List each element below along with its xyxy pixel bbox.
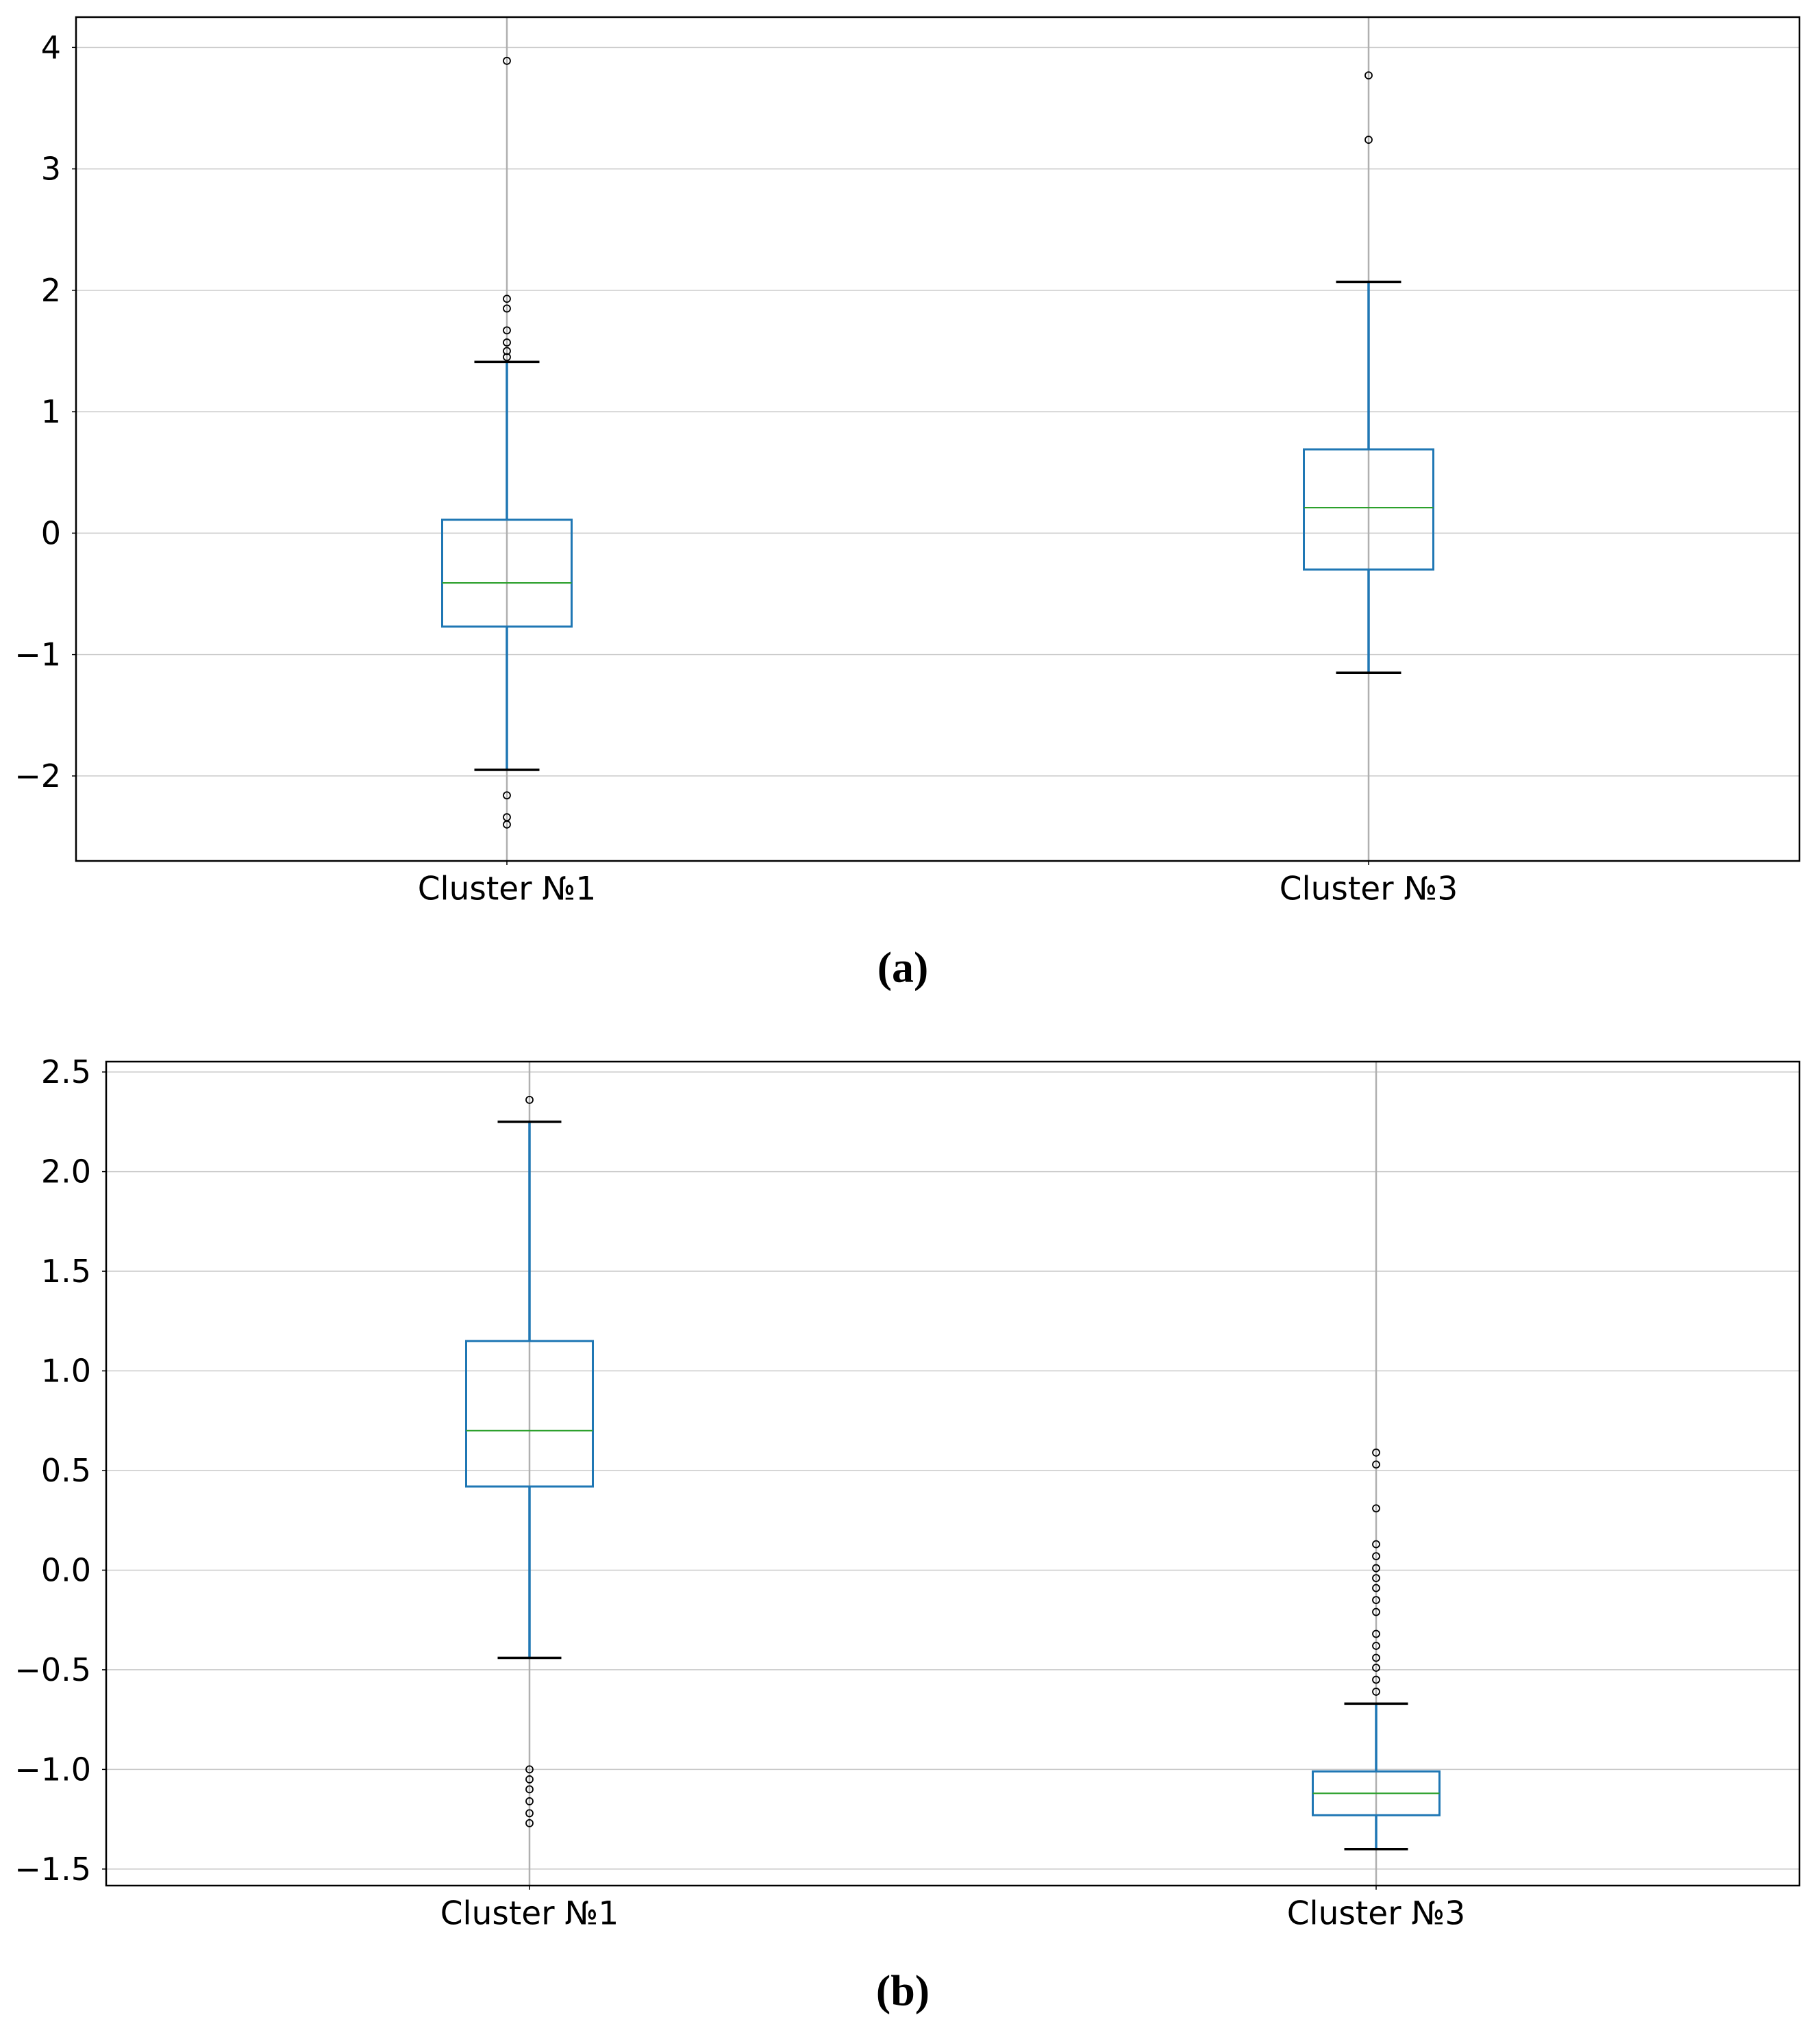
outlier-point (1372, 1540, 1380, 1549)
y-tick-label: 1.0 (41, 1353, 91, 1390)
outlier-point (1372, 1564, 1380, 1573)
outlier-point (1372, 1688, 1380, 1696)
outlier-point (1364, 71, 1373, 79)
axes-spines (105, 1060, 1801, 1887)
x-category-label: Cluster №3 (1287, 1894, 1466, 1932)
y-tick-label: −1.0 (14, 1751, 91, 1788)
outlier-point (1372, 1596, 1380, 1604)
x-category-label: Cluster №1 (440, 1894, 619, 1932)
outlier-point (503, 820, 511, 829)
outlier-point (1372, 1629, 1380, 1638)
outlier-point (525, 1809, 534, 1818)
outlier-point (1372, 1584, 1380, 1592)
y-tick-label: 2.0 (41, 1153, 91, 1190)
outlier-point (503, 353, 511, 362)
y-tick-label: −2 (14, 758, 61, 795)
outlier-point (1372, 1448, 1380, 1457)
outlier-point (503, 338, 511, 347)
outlier-point (1372, 1608, 1380, 1616)
y-tick-label: 2 (41, 272, 61, 309)
outlier-point (1372, 1460, 1380, 1469)
x-category-label: Cluster №1 (418, 870, 597, 908)
outlier-point (1372, 1504, 1380, 1513)
outlier-point (503, 791, 511, 800)
outlier-point (525, 1797, 534, 1805)
outlier-point (503, 347, 511, 355)
y-tick-label: 0.5 (41, 1452, 91, 1489)
y-tick-label: 4 (41, 29, 61, 66)
outlier-point (503, 56, 511, 65)
chart-a: 4 3 2 1 0 −1 −2 Cluster №1 Cluster №3 (14, 16, 1801, 908)
iqr-box (441, 518, 573, 628)
chart-b: 2.5 2.0 1.5 1.0 0.5 0.0 −0.5 −1.0 −1.5 Cluster №1… (14, 1053, 1801, 1932)
y-tick-label: 1.5 (41, 1253, 91, 1290)
outlier-point (1364, 136, 1373, 144)
outlier-point (503, 304, 511, 313)
outlier-point (525, 1819, 534, 1827)
outlier-point (503, 326, 511, 335)
outlier-point (1372, 1642, 1380, 1650)
iqr-box (1303, 448, 1434, 571)
outlier-point (525, 1775, 534, 1784)
caption-a: (a) (877, 943, 929, 992)
outlier-point (525, 1765, 534, 1774)
outlier-point (1372, 1664, 1380, 1672)
outlier-point (525, 1785, 534, 1794)
y-tick-label: 0 (41, 514, 61, 551)
outlier-point (1372, 1675, 1380, 1684)
axes-spines (75, 16, 1801, 862)
y-tick-label: 3 (41, 151, 61, 188)
y-tick-label: −1 (14, 636, 61, 673)
y-tick-label: 1 (41, 393, 61, 430)
y-tick-label: 2.5 (41, 1053, 91, 1090)
x-category-label: Cluster №3 (1280, 870, 1458, 908)
y-tick-label: −1.5 (14, 1851, 91, 1888)
outlier-point (1372, 1653, 1380, 1662)
outlier-point (1372, 1552, 1380, 1560)
y-tick-label: −0.5 (14, 1651, 91, 1688)
caption-b: (b) (876, 1966, 930, 2015)
outlier-point (503, 295, 511, 303)
iqr-box (465, 1340, 594, 1488)
y-tick-label: 0.0 (41, 1551, 91, 1588)
outlier-point (525, 1095, 534, 1104)
outlier-point (1372, 1574, 1380, 1582)
